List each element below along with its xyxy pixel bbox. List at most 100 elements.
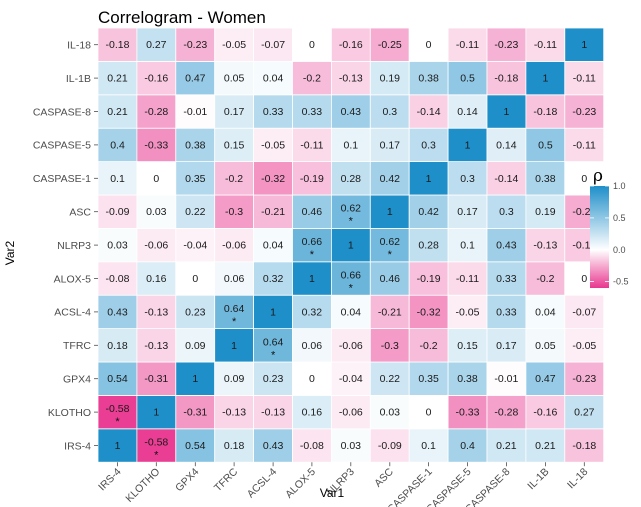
cell-value-label: -0.13 <box>533 240 557 252</box>
cell-value-label: 0.35 <box>185 173 206 185</box>
heatmap-cell <box>292 328 332 363</box>
cell-value-label: 0.4 <box>110 139 125 151</box>
heatmap-cell <box>214 161 254 196</box>
cell-value-label: 1 <box>348 240 354 252</box>
cell-value-label: 0.04 <box>341 306 362 318</box>
cell-value-label: -0.19 <box>300 173 324 185</box>
heatmap-cell <box>330 294 371 330</box>
cell-value-label: 0 <box>426 407 432 419</box>
cell-value-label: 0.38 <box>457 373 478 385</box>
cell-value-label: 0.23 <box>263 373 284 385</box>
x-tick-label: KLOTHO <box>123 466 162 505</box>
cell-value-label: 0.09 <box>185 340 206 352</box>
legend-title: ρ <box>593 166 603 186</box>
cell-value-label: 0.17 <box>224 106 245 118</box>
heatmap-cell <box>214 61 254 96</box>
heatmap-cell <box>175 194 216 229</box>
y-tick-label: KLOTHO <box>48 407 91 419</box>
cell-value-label: 0.1 <box>421 440 436 452</box>
cell-value-label: 0.38 <box>185 139 206 151</box>
heatmap-cell <box>486 194 527 229</box>
heatmap-cell <box>447 27 488 62</box>
cell-value-label: 0.19 <box>380 73 401 85</box>
cell-value-label: 0.14 <box>496 139 517 151</box>
legend-tick-label: 0.0 <box>613 245 626 255</box>
cell-value-label: 0.64 <box>263 336 284 348</box>
cell-value-label: 0.1 <box>343 139 358 151</box>
cell-value-label: 0.46 <box>380 273 401 285</box>
heatmap-cell <box>253 227 293 263</box>
heatmap-cell <box>447 394 488 430</box>
cell-value-label: 0.05 <box>224 73 245 85</box>
cell-value-label: 0.21 <box>496 440 517 452</box>
heatmap-cell <box>447 328 488 363</box>
cell-value-label: -0.32 <box>417 306 441 318</box>
y-tick-label: ALOX-5 <box>54 273 92 285</box>
heatmap-cell <box>97 261 138 296</box>
heatmap-cell <box>369 328 410 363</box>
cell-value-label: 0.32 <box>263 273 284 285</box>
heatmap-cell <box>253 94 293 129</box>
x-tick-label: ASC <box>372 466 396 490</box>
significance-marker: * <box>349 283 354 295</box>
cell-value-label: 0.06 <box>302 340 323 352</box>
heatmap-cell <box>486 127 527 162</box>
cell-value-label: -0.04 <box>339 373 363 385</box>
cell-value-label: 0.03 <box>341 440 362 452</box>
heatmap-cell <box>253 261 293 296</box>
cell-value-label: 0.1 <box>110 173 125 185</box>
cell-value-label: 1 <box>503 106 509 118</box>
cell-value-label: 0.5 <box>460 73 475 85</box>
heatmap-cell <box>214 94 254 129</box>
cell-value-label: 0.33 <box>263 106 284 118</box>
heatmap-cell <box>564 61 605 96</box>
cell-value-label: -0.11 <box>573 139 596 151</box>
heatmap-cell <box>175 161 216 196</box>
y-tick-label: IRS-4 <box>64 440 91 452</box>
heatmap-cell <box>447 127 488 162</box>
heatmap-cell <box>214 194 254 229</box>
y-axis-ticks: IRS-4 KLOTHO GPX4 TFRC ACSL-4 ALOX-5 NLRP3 ASC C… <box>33 40 98 452</box>
cell-value-label: -0.05 <box>222 39 246 51</box>
heatmap-cell <box>253 394 293 430</box>
heatmap-cell <box>97 127 138 162</box>
cell-value-label: -0.58 <box>144 437 168 449</box>
cell-value-label: -0.13 <box>339 73 363 85</box>
heatmap-cell <box>564 394 605 430</box>
heatmap-cell <box>136 294 177 330</box>
heatmap-cell <box>292 428 332 463</box>
heatmap-cell <box>408 194 449 229</box>
cell-value-label: 0.35 <box>418 373 439 385</box>
x-tick-label: ACSL-4 <box>245 466 280 501</box>
cell-value-label: -0.19 <box>417 273 441 285</box>
heatmap-cell <box>214 261 254 296</box>
heatmap-cell <box>330 428 371 463</box>
cell-labels: 1 -0.58*0.54 0.18 0.43 -0.08 0.03 -0.09 0.1 0.4 0… <box>106 39 597 461</box>
y-tick-label: CASPASE-5 <box>33 140 91 152</box>
cell-value-label: 0.43 <box>341 106 362 118</box>
cell-value-label: 1 <box>387 206 393 218</box>
cell-value-label: 0.21 <box>535 440 556 452</box>
cell-value-label: -0.06 <box>144 240 168 252</box>
cell-value-label: -0.11 <box>573 73 596 85</box>
heatmap-cells <box>97 27 605 463</box>
cell-value-label: 0.4 <box>460 440 475 452</box>
y-tick-label: NLRP3 <box>57 240 91 252</box>
heatmap-cell <box>369 294 410 330</box>
cell-value-label: 1 <box>426 173 432 185</box>
heatmap-cell <box>564 94 605 129</box>
x-axis-title: Var1 <box>320 486 345 500</box>
heatmap-cell <box>525 261 566 296</box>
cell-value-label: 0.03 <box>107 240 128 252</box>
heatmap-cell <box>330 61 371 96</box>
cell-value-label: 0.62 <box>341 203 362 215</box>
cell-value-label: 0.47 <box>535 373 556 385</box>
color-legend: ρ 1.0 0.5 0.0 -0.5 <box>590 166 629 288</box>
heatmap-cell <box>447 227 488 263</box>
cell-value-label: 0.43 <box>107 306 128 318</box>
heatmap-cell <box>253 428 293 463</box>
cell-value-label: 0.42 <box>418 206 439 218</box>
heatmap-cell <box>564 428 605 463</box>
cell-value-label: 0 <box>581 173 587 185</box>
